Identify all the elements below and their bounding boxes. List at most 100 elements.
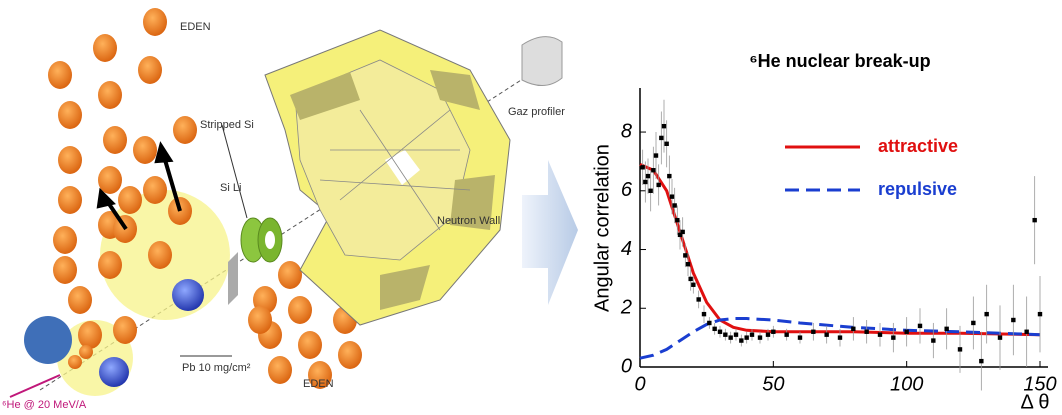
gas-profiler	[521, 36, 563, 86]
eden-detector	[53, 226, 77, 254]
data-point	[811, 329, 816, 334]
eden-detector	[53, 256, 77, 284]
data-point	[979, 358, 984, 364]
data-point	[1011, 317, 1016, 323]
data-point	[1024, 329, 1029, 334]
data-point	[717, 329, 723, 334]
beam-line	[39, 54, 561, 391]
data-point	[656, 182, 661, 188]
y-tick-label: 6	[621, 179, 633, 201]
eden-detector	[103, 126, 127, 154]
data-point	[653, 153, 659, 158]
eden-detector	[298, 331, 322, 359]
y-tick-label: 8	[621, 120, 632, 142]
eden-label: EDEN	[180, 21, 211, 33]
eden-detector	[68, 355, 82, 369]
data-point	[984, 311, 989, 317]
data-point	[891, 335, 896, 340]
data-point	[744, 335, 749, 340]
data-point	[661, 123, 667, 129]
beam-label: ⁶He @ 20 MeV/A	[2, 399, 87, 411]
eden-detector	[58, 186, 82, 214]
legend-label: attractive	[878, 136, 958, 156]
x-tick-label: 150	[1023, 373, 1056, 395]
eden-detector	[98, 251, 122, 279]
pb-target	[228, 252, 238, 305]
stripped-si-label: Stripped Si	[200, 119, 254, 131]
data-point	[680, 229, 685, 235]
data-point	[712, 326, 717, 332]
si-li-label: Si Li	[220, 182, 241, 194]
eden-detector	[133, 136, 157, 164]
eden-detector	[79, 345, 93, 359]
curve	[639, 162, 1041, 337]
data-point	[957, 347, 963, 352]
eden-detector	[338, 341, 362, 369]
data-point	[643, 179, 648, 185]
neutron-arrow	[96, 187, 128, 231]
data-point	[824, 332, 829, 337]
data-point	[771, 329, 776, 334]
y-tick-label: 0	[621, 355, 632, 377]
data-point	[837, 335, 843, 340]
chart-title: ⁶He nuclear break-up	[749, 51, 930, 71]
data-point	[1037, 311, 1043, 317]
legend-label: repulsive	[878, 179, 957, 199]
data-point	[797, 335, 803, 340]
core-fragment	[172, 279, 204, 311]
data-point	[944, 326, 949, 332]
projectile	[24, 316, 72, 364]
eden-detector	[98, 166, 122, 194]
pointer	[221, 124, 248, 219]
neutron-arrow	[154, 141, 182, 212]
eden-detector	[48, 61, 72, 89]
data-point	[664, 141, 669, 146]
curve	[639, 317, 1041, 360]
chart: ⁶He nuclear break-up Angular correlation…	[591, 51, 1056, 414]
beam-arrow	[9, 374, 61, 398]
eden-detector	[143, 176, 167, 204]
eden-detector	[278, 261, 302, 289]
flow-arrow	[522, 160, 578, 305]
data-point	[749, 332, 755, 337]
neutron-wall-label: Neutron Wall	[437, 215, 500, 227]
data-point	[683, 253, 688, 258]
data-point	[728, 335, 733, 340]
y-axis-label: Angular correlation	[591, 144, 613, 312]
y-tick-label: 2	[620, 297, 632, 319]
data-point	[765, 332, 771, 337]
eden-detector	[288, 296, 312, 324]
data-point	[640, 165, 645, 170]
core-fragment	[99, 357, 129, 387]
gas-profiler-label: Gaz profiler	[508, 106, 565, 118]
eden-detector	[58, 146, 82, 174]
eden-detector	[113, 316, 137, 344]
detector-hole	[265, 231, 275, 249]
data-point	[701, 311, 707, 317]
eden-detector	[308, 361, 332, 389]
data-point	[723, 332, 728, 337]
data-point	[864, 329, 869, 334]
data-point	[931, 338, 936, 343]
data-point	[739, 338, 744, 343]
eden-detector	[68, 286, 92, 314]
data-point	[691, 282, 696, 287]
data-point	[648, 188, 653, 193]
x-tick-label: 100	[890, 373, 923, 395]
data-point	[997, 335, 1003, 340]
eden-detector	[148, 241, 172, 269]
neutron-wall	[264, 29, 511, 326]
data-point	[971, 320, 976, 326]
data-point	[688, 276, 693, 282]
detector-diagram: EDEN Stripped Si Si Li Neutron Wall Gaz …	[2, 8, 565, 411]
eden-label: EDEN	[303, 378, 334, 390]
data-point	[707, 320, 712, 326]
x-axis-label: Δ θ	[1021, 391, 1050, 413]
data-point	[677, 232, 683, 238]
x-tick-label: 0	[634, 373, 645, 395]
eden-detector	[58, 101, 82, 129]
eden-detector	[268, 356, 292, 384]
x-tick-label: 50	[762, 373, 784, 395]
eden-detector	[78, 321, 102, 349]
